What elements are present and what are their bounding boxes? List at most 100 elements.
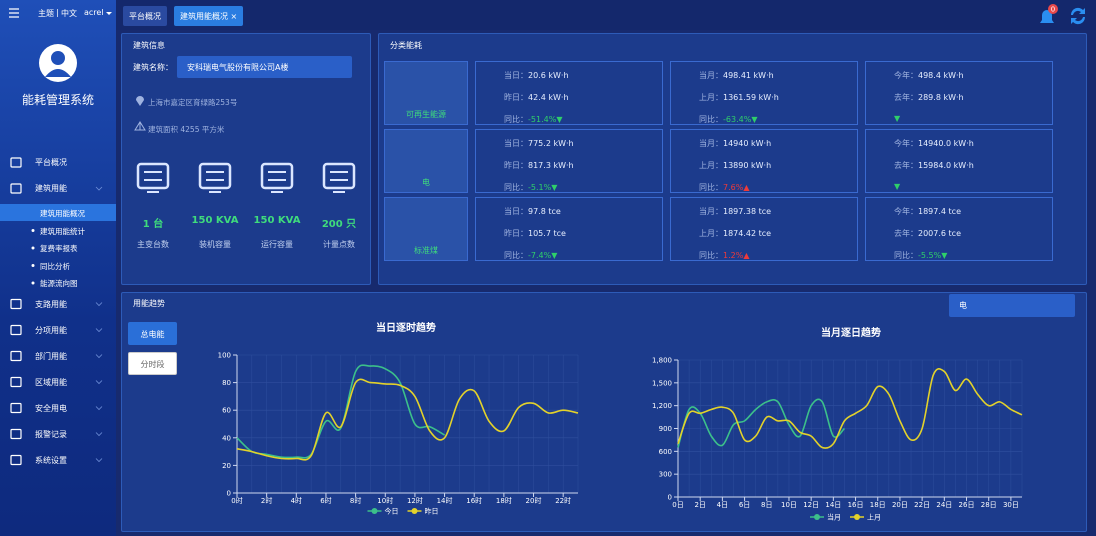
trend-arrow: ▼	[941, 251, 948, 260]
stat-value: 105.7 tce	[528, 229, 566, 238]
stat-box	[670, 197, 858, 261]
tab-close[interactable]: ×	[228, 12, 238, 21]
stat-label: 上月：	[699, 93, 723, 102]
stat-line: ▼	[894, 182, 900, 191]
stat-icon-detail	[206, 171, 224, 193]
menu-item[interactable]: 安全用电	[35, 403, 67, 413]
stat-box	[475, 197, 663, 261]
stat-line: 上月：1874.42 tce	[699, 228, 771, 239]
stat-line: 当日：20.6 kW·h	[504, 70, 569, 81]
submenu-item[interactable]: 建筑用能概况	[40, 209, 85, 218]
stat-icon	[198, 162, 232, 190]
stat-value: 817.3 kW·h	[528, 161, 574, 170]
menu-item[interactable]: 区域用能	[35, 377, 67, 387]
stat-line: 同比：-7.4%▼	[504, 250, 557, 261]
menu-arrow	[95, 302, 103, 307]
mode-button[interactable]: 总电能	[128, 322, 177, 345]
avatar-body	[45, 69, 71, 77]
stat-label: 当日：	[504, 71, 528, 80]
menu-item[interactable]: 系统设置	[35, 455, 67, 465]
stat-box	[670, 129, 858, 193]
x-tick-label: 14时	[437, 496, 453, 505]
area-icon	[134, 121, 146, 131]
category-icon-box	[384, 61, 468, 125]
trend-arrow: ▼	[894, 114, 901, 123]
stat-value: 1874.42 tce	[723, 229, 772, 238]
stat-value: 1.2%	[723, 251, 744, 260]
y-tick-label: 0	[227, 490, 231, 498]
stat-label: 同比：	[504, 115, 528, 124]
stat-icon-detail	[330, 171, 348, 193]
x-tick-label: 20日	[892, 501, 908, 509]
stat-line: 今年：14940.0 kW·h	[894, 138, 974, 149]
category-icon-box	[384, 129, 468, 193]
stat-value: 13890 kW·h	[723, 161, 772, 170]
legend-label: 今日	[385, 507, 399, 516]
trend-arrow: ▲	[743, 251, 750, 260]
energy-select[interactable]: 电	[949, 294, 1075, 317]
stat-value: 200 只	[321, 219, 357, 230]
stat-line: 上月：13890 kW·h	[699, 160, 771, 171]
stat-box	[475, 61, 663, 125]
menu-item[interactable]: 平台概况	[35, 158, 67, 167]
submenu-item[interactable]: 能源流向图	[40, 279, 78, 288]
menu-item[interactable]: 部门用能	[35, 351, 67, 361]
stat-label: 昨日：	[504, 229, 528, 238]
x-tick-label: 2时	[261, 496, 272, 505]
stat-line: 今年：498.4 kW·h	[894, 70, 964, 81]
trend-arrow: ▼	[551, 251, 558, 260]
pin-icon	[136, 96, 144, 106]
menu-item[interactable]: 建筑用能	[35, 184, 67, 193]
x-tick-label: 6日	[739, 501, 750, 509]
x-tick-label: 26日	[959, 501, 975, 509]
menu-item[interactable]: 报警记录	[35, 429, 67, 439]
stat-label: 同比：	[699, 115, 723, 124]
bullet	[31, 246, 35, 250]
mode-button[interactable]: 分时段	[128, 352, 177, 375]
category-panel	[378, 33, 1087, 285]
menu-arrow	[95, 458, 103, 463]
theme[interactable]: 主题	[38, 9, 54, 18]
user[interactable]: acrel	[84, 8, 104, 17]
x-tick-label: 0时	[231, 496, 242, 505]
stat-value: 14940 kW·h	[723, 139, 772, 148]
submenu-item[interactable]: 建筑用能统计	[40, 226, 85, 236]
y-tick-label: 1,200	[652, 402, 672, 410]
y-tick-label: 100	[218, 352, 231, 360]
stat-icon-detail	[144, 171, 162, 193]
submenu-item[interactable]: 复费率报表	[40, 244, 78, 253]
tab[interactable]: 建筑用能概况 ×	[174, 6, 244, 26]
stat-value: 20.6 kW·h	[528, 71, 569, 80]
menu-item[interactable]: 支路用能	[35, 299, 67, 309]
stat-label: 当月：	[699, 71, 723, 80]
stat-label: 同比：	[504, 251, 528, 260]
stat-label: 主变台数	[137, 240, 169, 249]
sep: |	[56, 8, 59, 17]
stat-label: 计量点数	[323, 240, 355, 249]
menu-icon	[10, 376, 22, 388]
language[interactable]: 中文	[61, 9, 77, 18]
stat-value: 1361.59 kW·h	[723, 93, 779, 102]
x-tick-label: 20时	[526, 496, 542, 505]
stat-label: 上月：	[699, 161, 723, 170]
caret	[106, 12, 112, 15]
stat-label: 运行容量	[261, 240, 293, 249]
active-bg	[0, 204, 116, 221]
menu-item[interactable]: 分项用能	[35, 325, 67, 335]
tab[interactable]: 平台概况	[123, 6, 167, 26]
stat-label: 装机容量	[199, 240, 231, 249]
avatar-head	[51, 51, 65, 65]
menu-icon	[10, 350, 22, 362]
trend-arrow: ▼	[894, 182, 901, 191]
submenu-item[interactable]: 同比分析	[40, 261, 70, 271]
stat-box	[865, 129, 1053, 193]
stat-label: 去年：	[894, 93, 918, 102]
series-line	[677, 368, 1023, 449]
legend-label: 上月	[867, 513, 881, 522]
name-label: 建筑名称：	[133, 63, 173, 72]
menu-icon	[10, 428, 22, 440]
stat-line: 上月：1361.59 kW·h	[699, 92, 779, 103]
building-select[interactable]: 安科瑞电气股份有限公司A楼	[177, 56, 352, 78]
stat-value: 150 KVA	[253, 215, 301, 226]
